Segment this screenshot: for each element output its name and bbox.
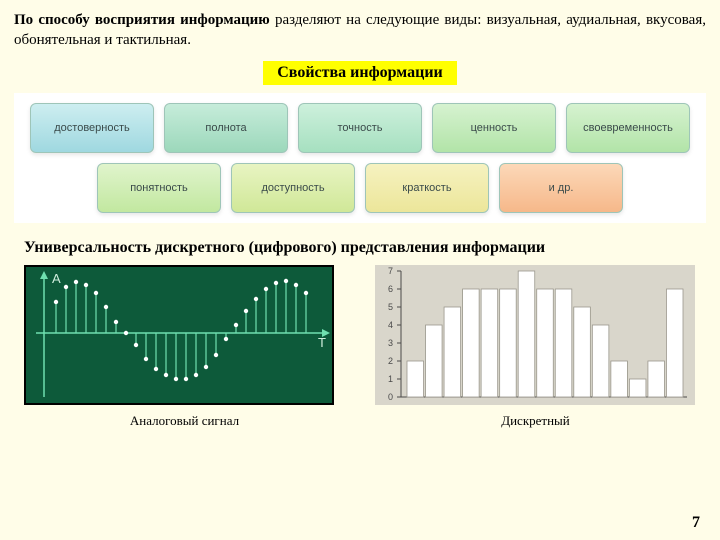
property-card: достоверность: [30, 103, 154, 153]
svg-text:1: 1: [388, 374, 393, 384]
svg-text:6: 6: [388, 284, 393, 294]
properties-row-1: достоверностьполнотаточностьценностьсвое…: [20, 103, 700, 153]
property-card: доступность: [231, 163, 355, 213]
analog-wrap: AT Аналоговый сигнал: [24, 265, 345, 429]
svg-text:0: 0: [388, 392, 393, 402]
svg-text:T: T: [318, 335, 326, 350]
section-title: Универсальность дискретного (цифрового) …: [0, 233, 720, 263]
svg-text:A: A: [52, 271, 61, 286]
property-card: точность: [298, 103, 422, 153]
property-card: краткость: [365, 163, 489, 213]
analog-chart: AT: [24, 265, 334, 405]
properties-panel: достоверностьполнотаточностьценностьсвое…: [14, 93, 706, 223]
page-number: 7: [692, 514, 700, 532]
properties-row-2: понятностьдоступностькраткостьи др.: [20, 163, 700, 213]
analog-svg: AT: [26, 267, 336, 407]
svg-text:7: 7: [388, 266, 393, 276]
properties-title: Свойства информации: [263, 61, 457, 85]
property-card: ценность: [432, 103, 556, 153]
charts-area: AT Аналоговый сигнал 01234567 Дискретный: [0, 263, 720, 429]
property-card: и др.: [499, 163, 623, 213]
intro-lead: По способу восприятия информацию: [14, 12, 270, 28]
svg-text:3: 3: [388, 338, 393, 348]
property-card: своевременность: [566, 103, 690, 153]
svg-text:2: 2: [388, 356, 393, 366]
analog-caption: Аналоговый сигнал: [24, 413, 345, 429]
discrete-svg: 0 1 2 3 4 5 6 7: [375, 265, 695, 405]
property-card: понятность: [97, 163, 221, 213]
discrete-caption: Дискретный: [375, 413, 696, 429]
discrete-wrap: 0 1 2 3 4 5 6 7 Дискретный: [375, 265, 696, 429]
property-card: полнота: [164, 103, 288, 153]
svg-text:5: 5: [388, 302, 393, 312]
svg-text:4: 4: [388, 320, 393, 330]
discrete-chart: 0 1 2 3 4 5 6 7: [375, 265, 695, 405]
intro-paragraph: По способу восприятия информацию разделя…: [0, 0, 720, 55]
